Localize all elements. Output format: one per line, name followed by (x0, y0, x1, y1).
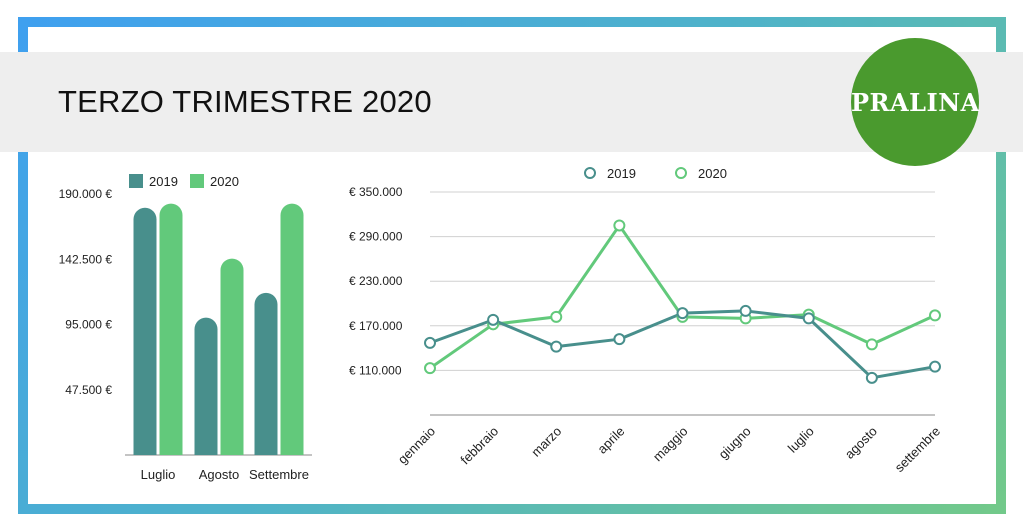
line-point-2019-gennaio (424, 336, 436, 349)
page-title: TERZO TRIMESTRE 2020 (58, 84, 432, 119)
line-chart: € 110.000 € 170.000 € 230.000 € 290.000 € 35… (349, 166, 943, 475)
line-ytick-label: € 110.000 (349, 363, 402, 377)
line-series-2020 (429, 223, 936, 370)
line-category-label: agosto (842, 424, 880, 462)
line-point-2019-agosto (865, 371, 878, 384)
line-ytick-label: € 170.000 (349, 319, 403, 333)
line-point-2020-marzo (550, 310, 563, 323)
line-category-label: gennaio (395, 424, 438, 467)
bar-luglio-2020 (159, 203, 183, 455)
pralina-logo: PRALINA (851, 38, 979, 166)
line-category-label: maggio (650, 424, 691, 465)
bar-settembre-2019 (254, 292, 278, 455)
line-category-label: settembre (892, 424, 943, 475)
bar-luglio-2019 (133, 207, 157, 455)
line-legend-label-2020: 2020 (698, 166, 727, 181)
line-legend-marker-2020 (675, 167, 687, 179)
line-ytick-label: € 350.000 (349, 185, 403, 199)
line-point-2019-settembre (929, 360, 941, 373)
line-point-2020-settembre (929, 309, 941, 322)
bar-ytick-label: 142.500 € (59, 252, 113, 266)
line-point-2020-aprile (613, 219, 626, 232)
line-point-2019-maggio (676, 307, 689, 320)
line-point-2019-aprile (613, 333, 626, 346)
line-category-label: aprile (594, 424, 627, 457)
line-category-label: luglio (785, 424, 817, 456)
line-point-2020-gennaio (424, 362, 436, 375)
line-point-2019-marzo (550, 340, 563, 353)
line-point-2019-febbraio (487, 313, 500, 326)
bar-chart: 47.500 € 95.000 € 142.500 € 190.000 € Luglio… (59, 174, 312, 482)
bar-ytick-label: 95.000 € (65, 318, 112, 332)
bar-category-label: Settembre (249, 467, 309, 482)
bar-legend-swatch-2020 (190, 174, 204, 188)
bar-agosto-2020 (220, 258, 244, 455)
line-category-label: febbraio (457, 424, 501, 468)
bar-ytick-label: 47.500 € (65, 383, 112, 397)
line-category-label: giugno (716, 424, 754, 462)
line-category-label: marzo (528, 424, 564, 460)
bar-settembre-2020 (280, 203, 304, 455)
line-ytick-label: € 230.000 (349, 274, 403, 288)
bar-ytick-label: 190.000 € (59, 187, 113, 201)
bar-legend-label-2019: 2019 (149, 174, 178, 189)
bar-agosto-2019 (194, 317, 218, 455)
bar-legend-swatch-2019 (129, 174, 143, 188)
bar-category-label: Luglio (141, 467, 176, 482)
logo-text: PRALINA (851, 88, 980, 117)
line-legend-label-2019: 2019 (607, 166, 636, 181)
line-point-2019-luglio (802, 312, 815, 325)
line-legend-marker-2019 (584, 167, 596, 179)
line-point-2020-agosto (865, 338, 878, 351)
line-ytick-label: € 290.000 (349, 230, 403, 244)
bar-legend-label-2020: 2020 (210, 174, 239, 189)
line-point-2019-giugno (739, 304, 752, 317)
bar-category-label: Agosto (199, 467, 239, 482)
